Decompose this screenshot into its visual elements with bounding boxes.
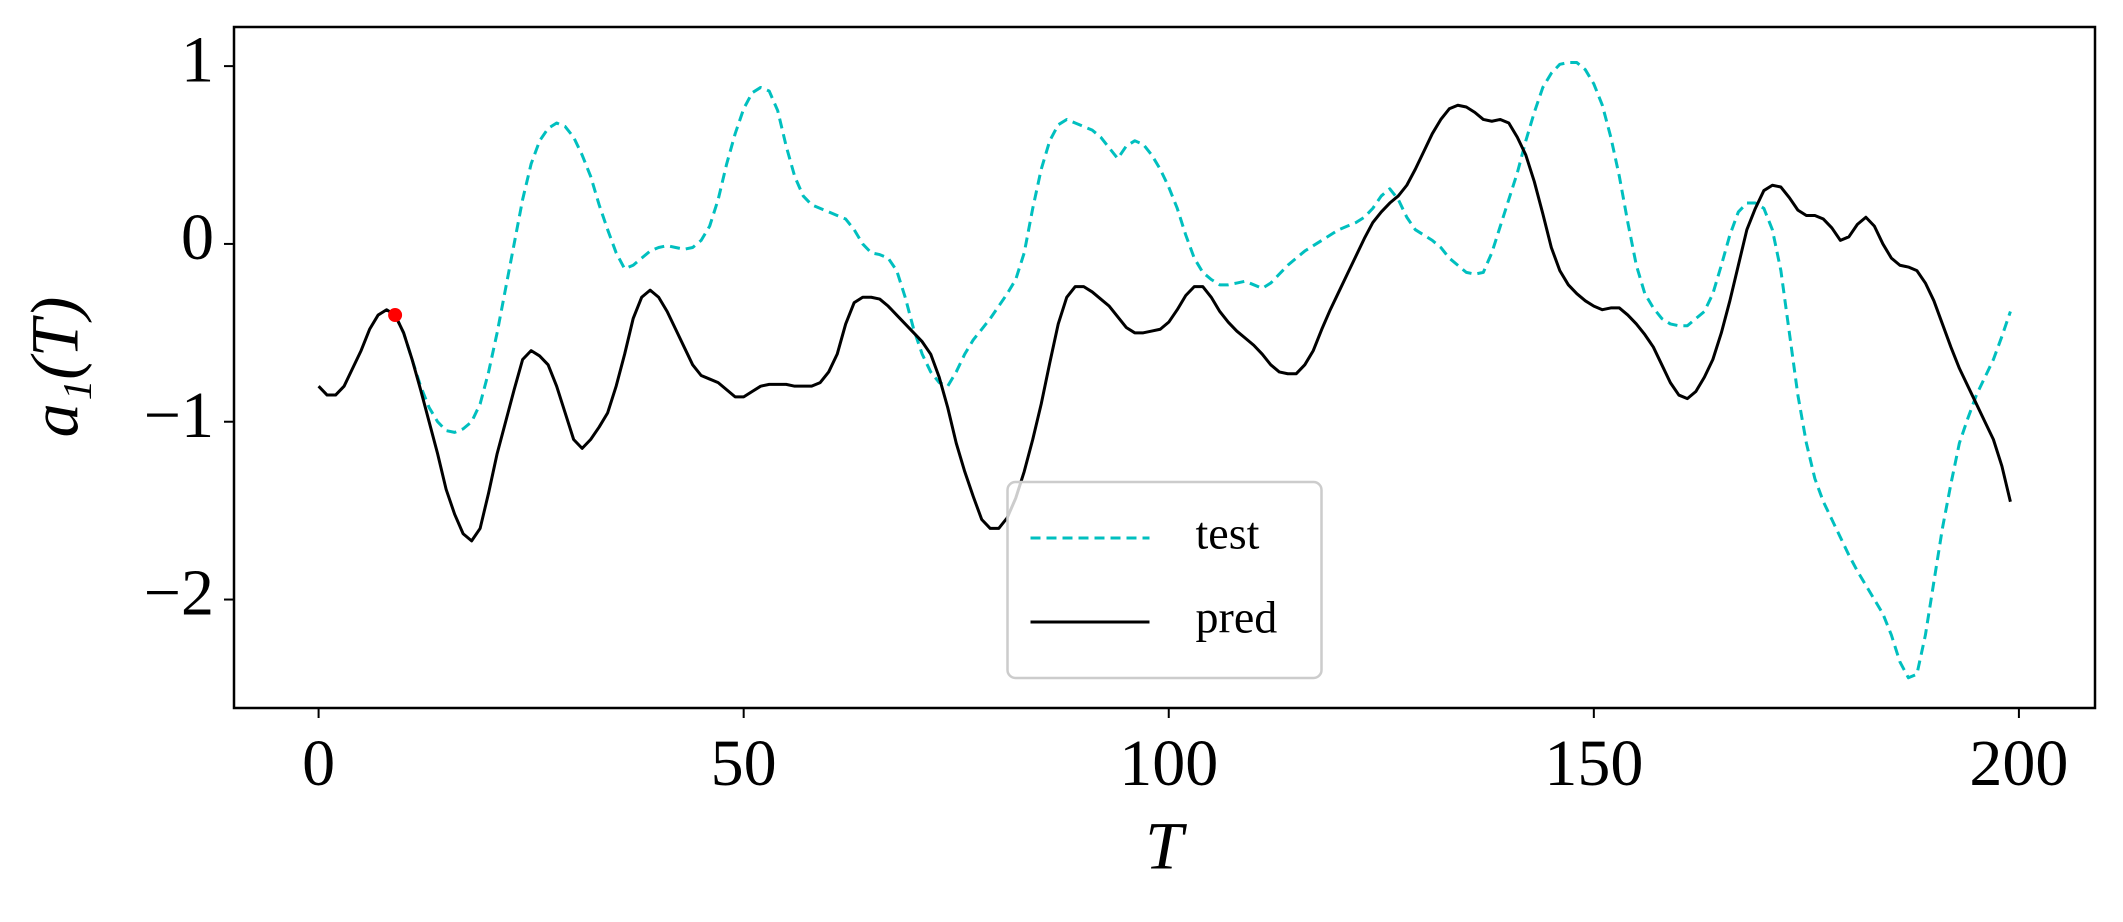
x-tick-label: 200 bbox=[1969, 727, 2068, 800]
plot-frame bbox=[232, 25, 2097, 710]
x-axis-label: T bbox=[1145, 808, 1187, 884]
legend-label: pred bbox=[1196, 592, 1278, 643]
line-test bbox=[393, 61, 2012, 680]
x-tick-label: 150 bbox=[1544, 727, 1643, 800]
y-tick-label: −2 bbox=[144, 557, 214, 630]
x-tick-label: 100 bbox=[1119, 727, 1218, 800]
legend-box bbox=[1006, 480, 1323, 680]
x-tick-label: 0 bbox=[302, 727, 335, 800]
highlight-point bbox=[388, 308, 403, 323]
y-tick-label: 1 bbox=[181, 23, 214, 96]
y-tick-label: 0 bbox=[181, 201, 214, 274]
legend-label: test bbox=[1196, 508, 1260, 559]
y-axis-label: a₁(T) bbox=[17, 297, 93, 438]
x-tick-label: 50 bbox=[711, 727, 777, 800]
y-tick-label: −1 bbox=[144, 379, 214, 452]
line-pred bbox=[317, 103, 2012, 543]
legend: test pred bbox=[1006, 480, 1323, 680]
